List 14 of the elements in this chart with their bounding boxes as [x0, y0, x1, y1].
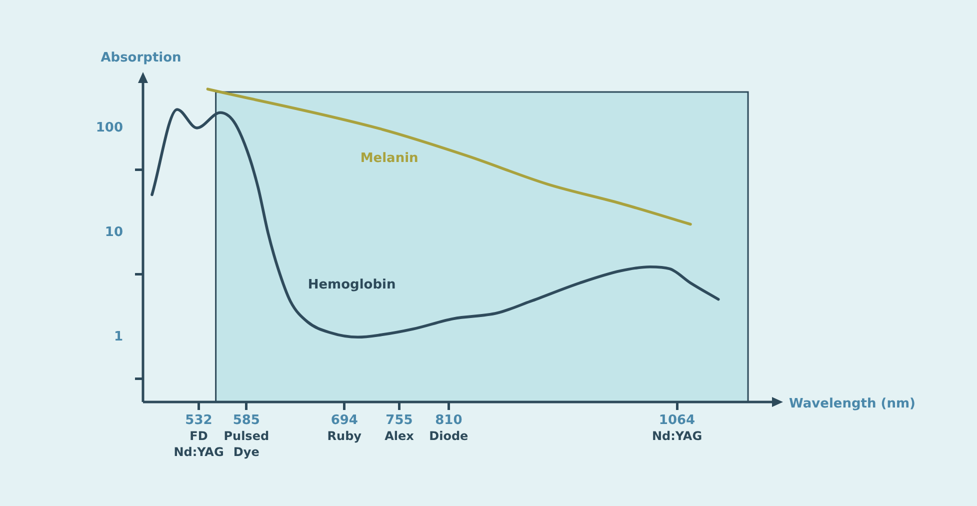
y-tick-label: 10 — [104, 224, 123, 240]
x-tick-label: 694 Ruby — [327, 412, 362, 444]
x-tick-label: 810 Diode — [429, 412, 468, 444]
x-tick-label: 585 Pulsed Dye — [224, 412, 270, 460]
y-tick-label: 1 — [114, 330, 123, 345]
x-tick-label: 1064 Nd:YAG — [652, 412, 702, 444]
y-tick-label: 100 — [96, 120, 123, 136]
series-label: Hemoglobin — [308, 278, 396, 293]
x-tick-label: 755 Alex — [384, 412, 414, 444]
line-series — [206, 88, 692, 226]
x-axis-title: Wavelength (nm) — [789, 396, 916, 412]
series-label: Melanin — [360, 151, 418, 166]
x-tick-label: 532 FD Nd:YAG — [174, 412, 224, 460]
y-axis-title: Absorption — [100, 50, 182, 66]
